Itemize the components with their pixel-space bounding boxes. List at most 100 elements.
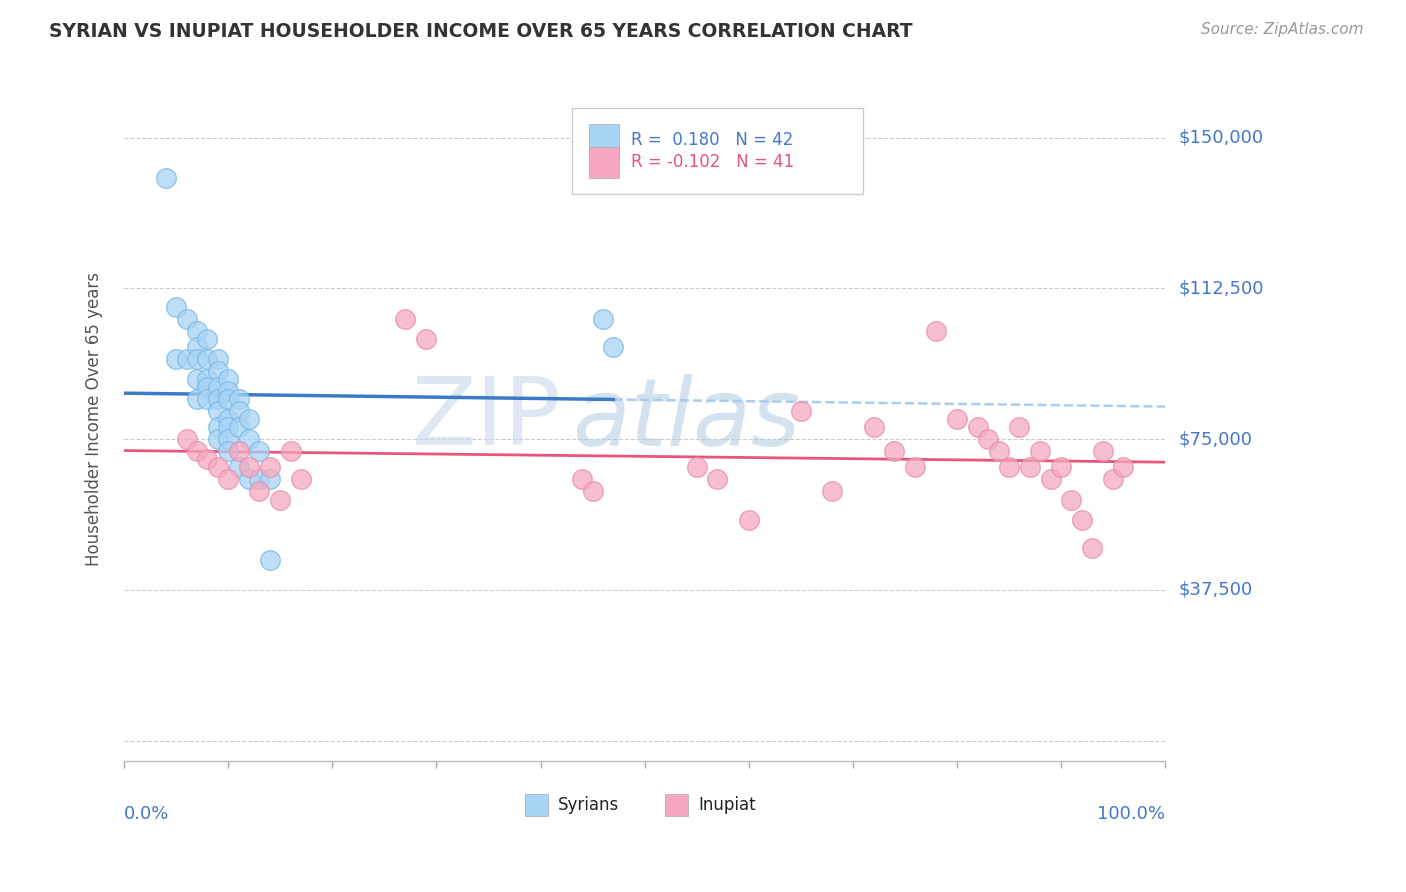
Point: [259, 472, 281, 486]
Point: [1081, 541, 1104, 555]
Point: [1050, 460, 1073, 475]
Text: $112,500: $112,500: [1180, 279, 1264, 298]
Point: [280, 444, 302, 458]
Point: [207, 460, 229, 475]
Point: [228, 420, 250, 434]
Point: [186, 444, 208, 458]
Point: [1018, 460, 1040, 475]
Point: [207, 364, 229, 378]
Point: [946, 412, 969, 426]
Point: [966, 420, 988, 434]
Point: [706, 472, 728, 486]
Point: [1008, 420, 1031, 434]
Point: [186, 392, 208, 406]
Point: [581, 484, 603, 499]
Text: $37,500: $37,500: [1180, 581, 1253, 599]
Point: [176, 311, 198, 326]
Text: ZIP: ZIP: [412, 373, 561, 465]
Point: [290, 472, 312, 486]
Point: [592, 311, 614, 326]
Point: [217, 420, 239, 434]
Y-axis label: Householder Income Over 65 years: Householder Income Over 65 years: [86, 272, 103, 566]
Point: [165, 351, 187, 366]
Point: [1029, 444, 1052, 458]
Bar: [524, 794, 548, 816]
Point: [217, 412, 239, 426]
Point: [207, 432, 229, 446]
Point: [571, 472, 593, 486]
Point: [977, 432, 1000, 446]
Point: [269, 492, 291, 507]
Point: [228, 392, 250, 406]
Text: SYRIAN VS INUPIAT HOUSEHOLDER INCOME OVER 65 YEARS CORRELATION CHART: SYRIAN VS INUPIAT HOUSEHOLDER INCOME OVE…: [49, 22, 912, 41]
Bar: [589, 147, 619, 178]
Point: [602, 340, 624, 354]
Point: [197, 380, 219, 394]
Point: [1060, 492, 1083, 507]
Text: Syrians: Syrians: [558, 797, 620, 814]
Text: $150,000: $150,000: [1180, 128, 1264, 147]
Point: [207, 351, 229, 366]
Point: [228, 444, 250, 458]
Point: [238, 472, 260, 486]
Point: [197, 332, 219, 346]
Point: [165, 300, 187, 314]
Point: [1070, 513, 1092, 527]
Point: [217, 372, 239, 386]
Point: [155, 170, 177, 185]
Point: [228, 404, 250, 418]
Point: [217, 472, 239, 486]
Point: [790, 404, 813, 418]
Point: [176, 351, 198, 366]
Point: [207, 380, 229, 394]
Point: [249, 484, 271, 499]
Point: [883, 444, 905, 458]
Point: [904, 460, 927, 475]
FancyBboxPatch shape: [572, 108, 863, 194]
Point: [197, 392, 219, 406]
Point: [207, 392, 229, 406]
Point: [186, 324, 208, 338]
Point: [998, 460, 1021, 475]
Text: 0.0%: 0.0%: [124, 805, 170, 823]
Point: [821, 484, 844, 499]
Point: [197, 372, 219, 386]
Point: [217, 432, 239, 446]
Text: atlas: atlas: [572, 374, 800, 465]
Point: [207, 420, 229, 434]
Point: [862, 420, 884, 434]
Point: [238, 460, 260, 475]
Point: [1112, 460, 1135, 475]
Point: [259, 460, 281, 475]
Point: [249, 472, 271, 486]
Point: [207, 404, 229, 418]
Point: [186, 340, 208, 354]
Point: [1091, 444, 1114, 458]
Text: R = -0.102   N = 41: R = -0.102 N = 41: [631, 153, 794, 171]
Point: [228, 460, 250, 475]
Text: Inupiat: Inupiat: [699, 797, 756, 814]
Point: [925, 324, 948, 338]
Point: [197, 452, 219, 467]
Point: [197, 351, 219, 366]
Point: [186, 372, 208, 386]
Point: [217, 384, 239, 398]
Point: [738, 513, 761, 527]
Text: 100.0%: 100.0%: [1097, 805, 1166, 823]
Point: [176, 432, 198, 446]
Text: $75,000: $75,000: [1180, 430, 1253, 449]
Point: [249, 444, 271, 458]
Point: [259, 553, 281, 567]
Bar: [665, 794, 689, 816]
Point: [238, 412, 260, 426]
Point: [217, 444, 239, 458]
Point: [1102, 472, 1125, 486]
Point: [217, 392, 239, 406]
Point: [987, 444, 1010, 458]
Text: R =  0.180   N = 42: R = 0.180 N = 42: [631, 130, 793, 149]
Point: [394, 311, 416, 326]
Point: [186, 351, 208, 366]
Bar: [589, 124, 619, 155]
Point: [685, 460, 707, 475]
Point: [1039, 472, 1062, 486]
